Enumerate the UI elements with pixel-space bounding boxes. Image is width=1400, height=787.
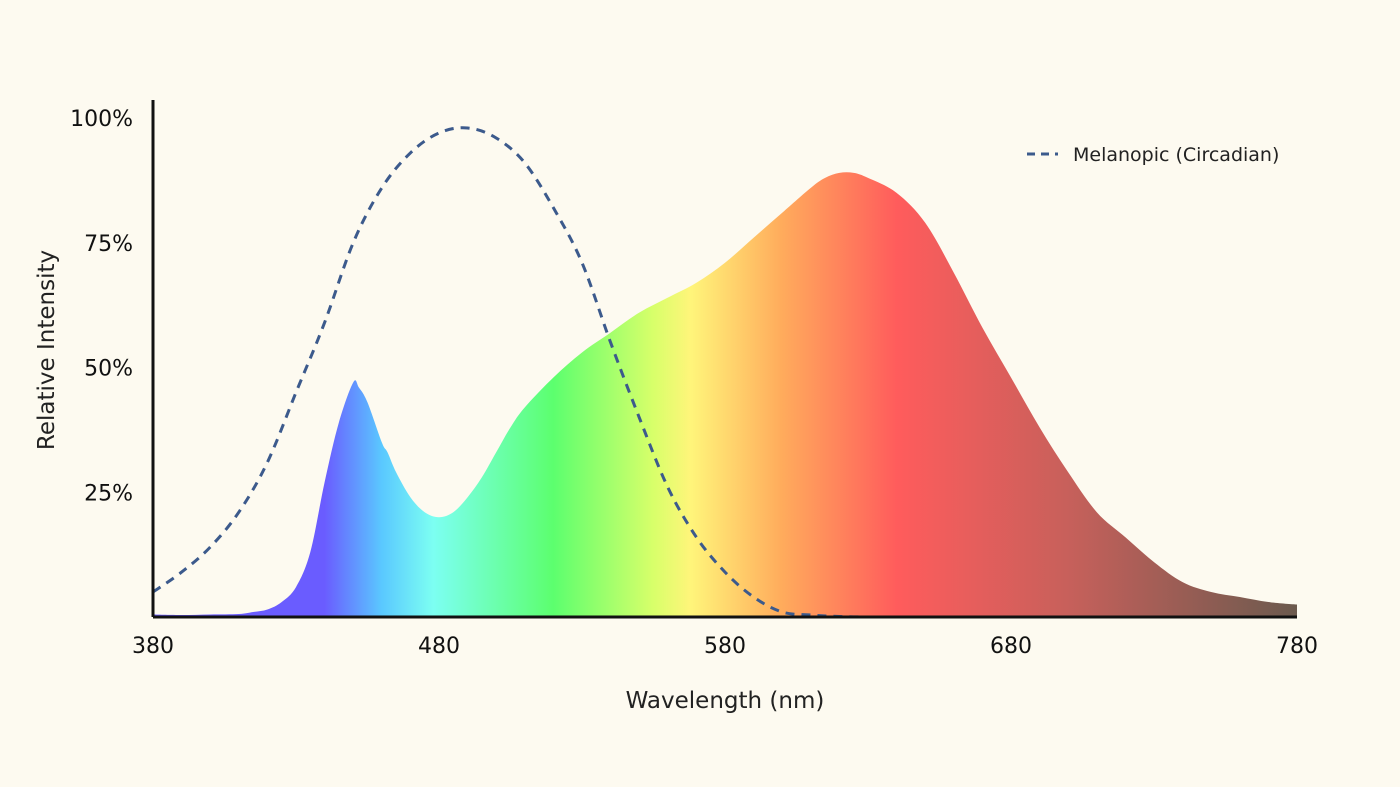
spectrum-area xyxy=(153,172,1297,618)
x-tick-label: 580 xyxy=(704,634,746,659)
y-tick-label: 100% xyxy=(70,107,133,132)
x-axis-title: Wavelength (nm) xyxy=(626,688,825,714)
x-tick-labels: 380 480 580 680 780 xyxy=(132,634,1318,659)
y-tick-label: 50% xyxy=(84,357,133,382)
x-tick-label: 480 xyxy=(418,634,460,659)
legend-label-melanopic: Melanopic (Circadian) xyxy=(1073,144,1279,166)
y-tick-labels: 25% 50% 75% 100% xyxy=(70,107,133,506)
x-tick-label: 680 xyxy=(990,634,1032,659)
x-tick-label: 380 xyxy=(132,634,174,659)
y-tick-label: 25% xyxy=(84,481,133,506)
legend: Melanopic (Circadian) xyxy=(1027,144,1279,166)
y-axis-title: Relative Intensity xyxy=(34,250,60,450)
y-tick-label: 75% xyxy=(84,232,133,257)
x-tick-label: 780 xyxy=(1276,634,1318,659)
spectrum-area-layer xyxy=(153,172,1297,618)
